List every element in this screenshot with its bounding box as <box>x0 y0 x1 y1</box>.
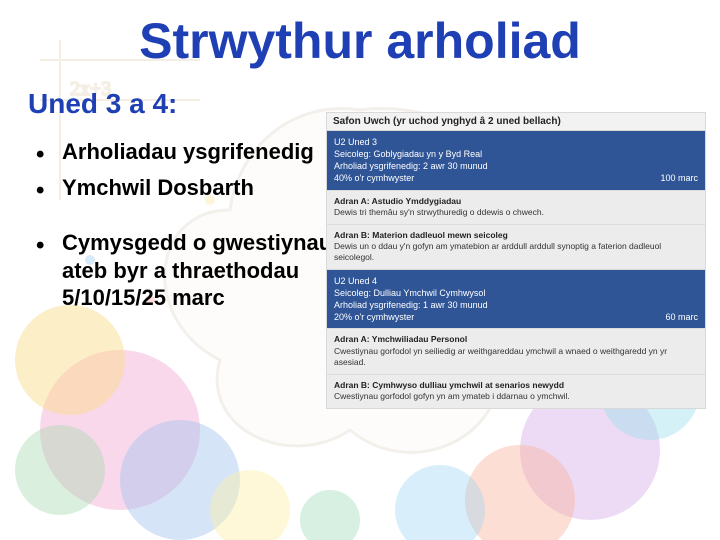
unit-block: U2 Uned 3 Seicoleg: Goblygiadau yn y Byd… <box>326 131 706 270</box>
section-title: Adran B: Cymhwyso dulliau ymchwil at sen… <box>334 380 698 391</box>
panel-header: Safon Uwch (yr uchod ynghyd â 2 uned bel… <box>326 112 706 131</box>
unit-block: U2 Uned 4 Seicoleg: Dulliau Ymchwil Cymh… <box>326 270 706 409</box>
unit-section: Adran B: Cymhwyso dulliau ymchwil at sen… <box>327 374 705 408</box>
unit-marks: 100 marc <box>660 172 698 184</box>
bullet-item: Arholiadau ysgrifenedig <box>36 138 336 166</box>
section-title: Adran A: Astudio Ymddygiadau <box>334 196 698 207</box>
unit-section: Adran B: Materion dadleuol mewn seicoleg… <box>327 224 705 269</box>
unit-section: Adran A: Ymchwiliadau Personol Cwestiyna… <box>327 328 705 373</box>
unit-meta: U2 Uned 3 Seicoleg: Goblygiadau yn y Byd… <box>334 136 488 185</box>
page-title: Strwythur arholiad <box>28 12 692 70</box>
section-desc: Cwestiynau gorfodol gofyn yn am ymateb i… <box>334 391 698 402</box>
unit-meta: U2 Uned 4 Seicoleg: Dulliau Ymchwil Cymh… <box>334 275 488 324</box>
section-desc: Cwestiynau gorfodol yn seiliedig ar weit… <box>334 346 698 369</box>
section-desc: Dewis tri themâu sy'n strwythuredig o dd… <box>334 207 698 218</box>
section-title: Adran A: Ymchwiliadau Personol <box>334 334 698 345</box>
bullet-item: Cymysgedd o gwestiynau ateb byr a thraet… <box>36 229 336 312</box>
unit-section: Adran A: Astudio Ymddygiadau Dewis tri t… <box>327 190 705 224</box>
bullet-list: Arholiadau ysgrifenedig Ymchwil Dosbarth… <box>36 138 336 312</box>
spec-panel: Safon Uwch (yr uchod ynghyd â 2 uned bel… <box>326 112 706 409</box>
unit-header: U2 Uned 3 Seicoleg: Goblygiadau yn y Byd… <box>327 131 705 190</box>
unit-marks: 60 marc <box>665 311 698 323</box>
unit-header: U2 Uned 4 Seicoleg: Dulliau Ymchwil Cymh… <box>327 270 705 329</box>
section-title: Adran B: Materion dadleuol mewn seicoleg <box>334 230 698 241</box>
section-desc: Dewis un o ddau y'n gofyn am ymatebion a… <box>334 241 698 264</box>
bullet-item: Ymchwil Dosbarth <box>36 174 336 202</box>
